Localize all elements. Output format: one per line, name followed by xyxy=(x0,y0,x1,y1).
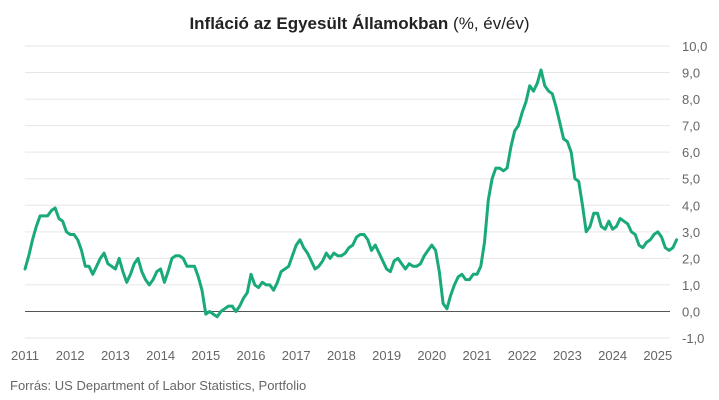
x-tick-label: 2024 xyxy=(598,348,627,363)
y-tick-label: 8,0 xyxy=(682,92,700,107)
inflation-series-line xyxy=(23,68,679,319)
series-group xyxy=(23,68,679,319)
title-bold-2: az Egyesült Államokban xyxy=(253,14,449,33)
title-units: (%, év/év) xyxy=(448,14,530,33)
x-tick-label: 2015 xyxy=(191,348,220,363)
y-tick-label: 5,0 xyxy=(682,172,700,187)
x-tick-label: 2019 xyxy=(372,348,401,363)
y-tick-label: 0,0 xyxy=(682,304,700,319)
grid-lines xyxy=(25,45,670,339)
x-tick-label: 2025 xyxy=(643,348,672,363)
x-tick-label: 2023 xyxy=(553,348,582,363)
x-axis-ticks: 2011 2012 2013 2014 2015 2016 2017 2018 2019 2020… xyxy=(11,348,672,363)
x-tick-label: 2021 xyxy=(463,348,492,363)
x-tick-label: 2020 xyxy=(417,348,446,363)
y-tick-label: 3,0 xyxy=(682,225,700,240)
y-tick-label: 7,0 xyxy=(682,119,700,134)
x-tick-label: 2014 xyxy=(146,348,175,363)
y-tick-label: 9,0 xyxy=(682,66,700,81)
x-tick-label: 2011 xyxy=(11,348,39,363)
source-note: Forrás: US Department of Labor Statistic… xyxy=(10,378,307,393)
x-tick-label: 2016 xyxy=(237,348,266,363)
y-axis-ticks: 10,0 9,0 8,0 7,0 6,0 5,0 4,0 3,0 2,0 1,0 0,0 -1,0 xyxy=(682,39,707,346)
y-tick-label: -1,0 xyxy=(682,331,704,346)
x-tick-label: 2013 xyxy=(101,348,130,363)
x-tick-label: 2018 xyxy=(327,348,356,363)
y-tick-label: 2,0 xyxy=(682,251,700,266)
x-tick-label: 2012 xyxy=(56,348,85,363)
y-tick-label: 6,0 xyxy=(682,145,700,160)
chart-title: Infláció az Egyesült Államokban (%, év/é… xyxy=(0,14,719,34)
y-tick-label: 4,0 xyxy=(682,198,700,213)
y-tick-label: 10,0 xyxy=(682,39,707,54)
x-tick-label: 2017 xyxy=(282,348,311,363)
y-tick-label: 1,0 xyxy=(682,278,700,293)
title-bold: Infláció xyxy=(189,14,249,33)
x-tick-label: 2022 xyxy=(508,348,537,363)
